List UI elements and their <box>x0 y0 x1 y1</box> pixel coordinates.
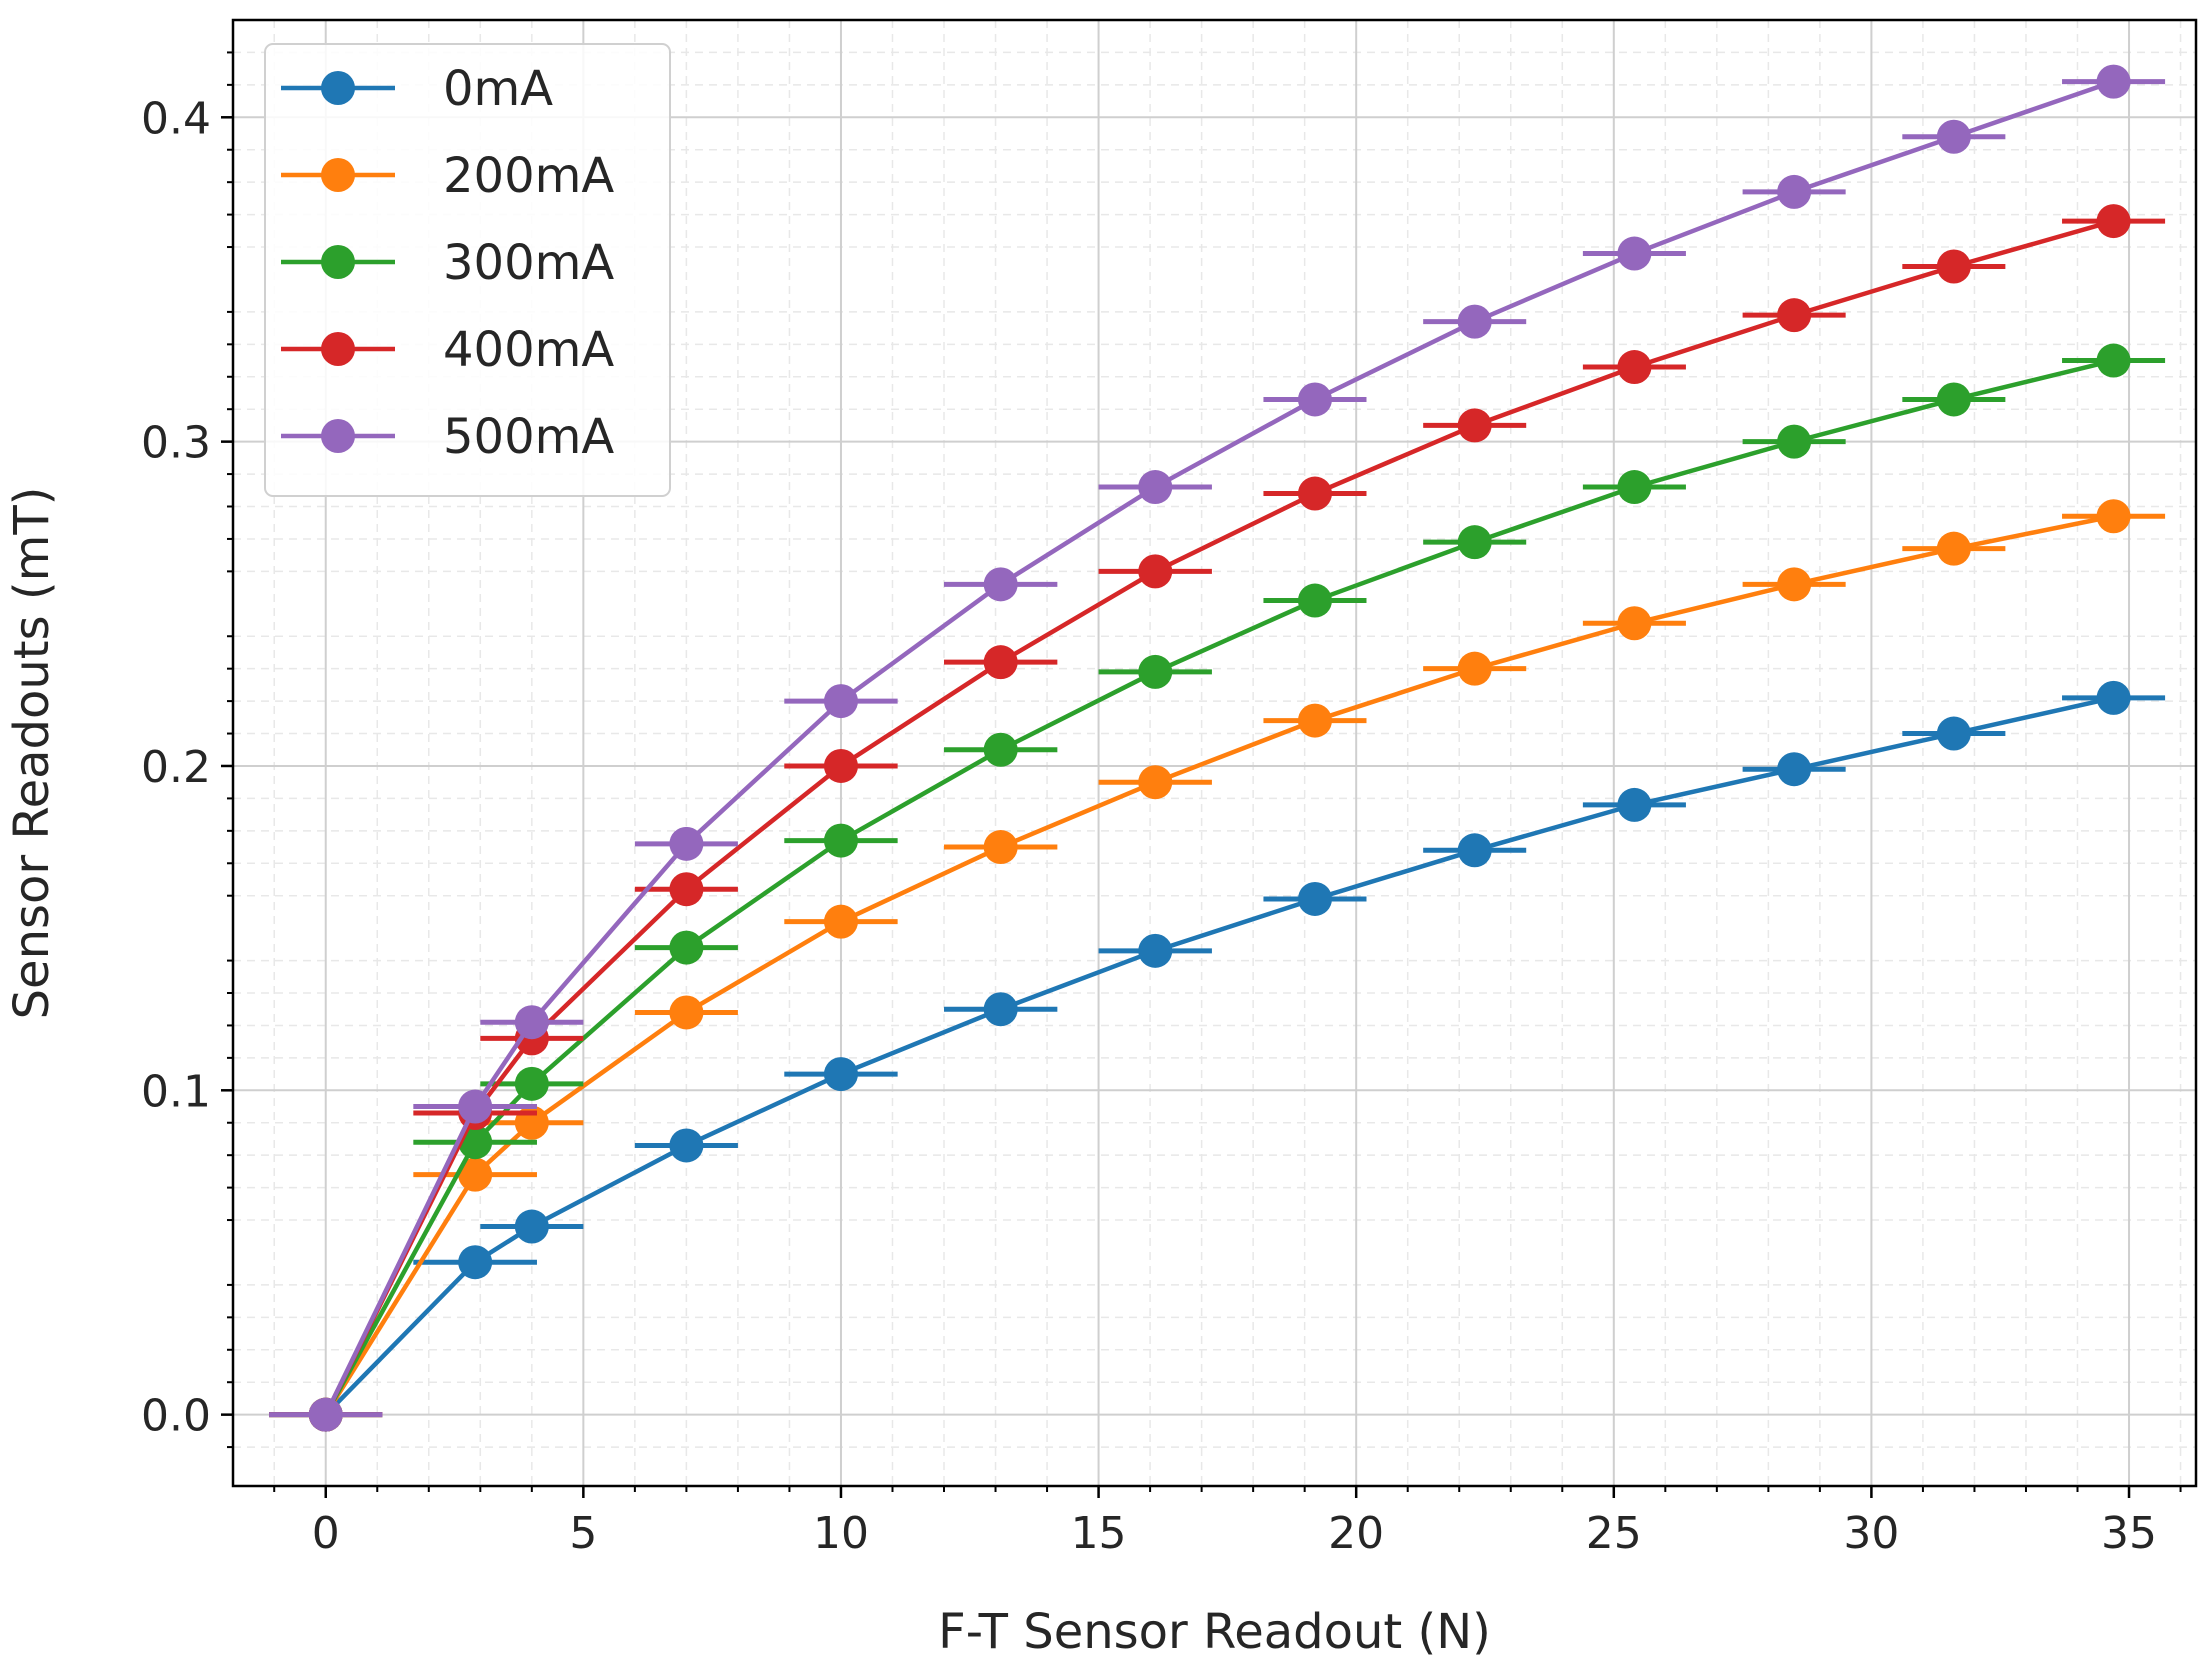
x-tick-label: 30 <box>1843 1508 1899 1559</box>
data-point <box>1777 752 1812 787</box>
data-point <box>1138 654 1173 689</box>
y-tick-label: 0.4 <box>141 93 211 144</box>
data-point <box>669 872 704 907</box>
data-point <box>1297 382 1332 417</box>
data-point <box>458 1157 493 1192</box>
x-tick-label: 15 <box>1071 1508 1127 1559</box>
data-point <box>1297 476 1332 511</box>
legend-marker <box>321 158 355 192</box>
data-point <box>1777 567 1812 602</box>
y-axis-label: Sensor Readouts (mT) <box>4 487 60 1020</box>
data-point <box>2096 64 2131 99</box>
x-tick-label: 35 <box>2101 1508 2157 1559</box>
x-tick-label: 0 <box>312 1508 340 1559</box>
legend-marker <box>321 419 355 453</box>
legend-marker <box>321 332 355 366</box>
data-point <box>1138 554 1173 589</box>
data-point <box>1457 525 1492 560</box>
legend-label: 200mA <box>443 148 614 204</box>
x-tick-label: 25 <box>1586 1508 1642 1559</box>
data-point <box>1297 703 1332 738</box>
data-point <box>669 930 704 965</box>
data-point <box>823 748 858 783</box>
data-point <box>983 732 1018 767</box>
data-point <box>2096 343 2131 378</box>
data-point <box>1297 583 1332 618</box>
data-point <box>1936 531 1971 566</box>
data-point <box>1617 606 1652 641</box>
y-tick-label: 0.0 <box>141 1391 211 1442</box>
legend-item-500mA: 500mA <box>281 409 614 465</box>
y-tick-label: 0.2 <box>141 742 211 793</box>
data-point <box>2096 499 2131 534</box>
legend-item-300mA: 300mA <box>281 235 614 291</box>
data-point <box>669 826 704 861</box>
data-point <box>2096 204 2131 239</box>
data-point <box>1777 298 1812 333</box>
y-axis: 0.0 0.1 0.2 0.3 0.4 <box>141 51 233 1449</box>
data-point <box>669 995 704 1030</box>
data-point <box>1617 470 1652 505</box>
data-point <box>669 1128 704 1163</box>
data-point <box>514 1005 549 1040</box>
series-layer <box>269 64 2166 1432</box>
y-tick-label: 0.1 <box>141 1066 211 1117</box>
legend-label: 500mA <box>443 409 614 465</box>
legend-label: 300mA <box>443 235 614 291</box>
data-point <box>1617 787 1652 822</box>
x-tick-label: 5 <box>569 1508 597 1559</box>
legend-item-400mA: 400mA <box>281 322 614 378</box>
legend-item-200mA: 200mA <box>281 148 614 204</box>
data-point <box>1936 382 1971 417</box>
legend-box <box>264 43 671 497</box>
major-grid <box>233 20 2196 1486</box>
legend-marker <box>321 71 355 105</box>
x-axis-label: F-T Sensor Readout (N) <box>938 1604 1491 1660</box>
data-point <box>1777 424 1812 459</box>
data-point <box>458 1089 493 1124</box>
x-tick-label: 20 <box>1328 1508 1384 1559</box>
data-point <box>514 1066 549 1101</box>
plot-frame <box>231 18 2198 1488</box>
legend-label: 400mA <box>443 322 614 378</box>
data-point <box>1457 304 1492 339</box>
x-axis: 0 5 10 15 20 25 30 35 <box>273 1486 2182 1559</box>
data-point <box>1936 119 1971 154</box>
x-tick-label: 10 <box>813 1508 869 1559</box>
data-point <box>983 830 1018 865</box>
data-point <box>1138 470 1173 505</box>
data-point <box>823 1057 858 1092</box>
data-point <box>514 1209 549 1244</box>
data-point <box>983 645 1018 680</box>
data-point <box>1777 174 1812 209</box>
legend-label: 0mA <box>443 61 553 117</box>
data-point <box>983 567 1018 602</box>
data-point <box>1297 881 1332 916</box>
legend: 0mA 200mA 300mA 400mA 500mA <box>264 43 671 497</box>
y-tick-label: 0.3 <box>141 418 211 469</box>
data-point <box>1617 350 1652 385</box>
data-point <box>1457 408 1492 443</box>
data-point <box>823 904 858 939</box>
legend-marker <box>321 245 355 279</box>
data-point <box>2096 680 2131 715</box>
data-point <box>1617 236 1652 271</box>
data-point <box>1138 933 1173 968</box>
data-point <box>1138 765 1173 800</box>
data-point <box>1457 833 1492 868</box>
data-point <box>1936 249 1971 284</box>
series-500mA <box>269 64 2166 1432</box>
data-point <box>308 1397 343 1432</box>
data-point <box>823 684 858 719</box>
data-point <box>1936 716 1971 751</box>
data-point <box>458 1245 493 1280</box>
data-point <box>1457 651 1492 686</box>
data-point <box>823 823 858 858</box>
data-point <box>983 992 1018 1027</box>
legend-item-0mA: 0mA <box>281 61 553 117</box>
